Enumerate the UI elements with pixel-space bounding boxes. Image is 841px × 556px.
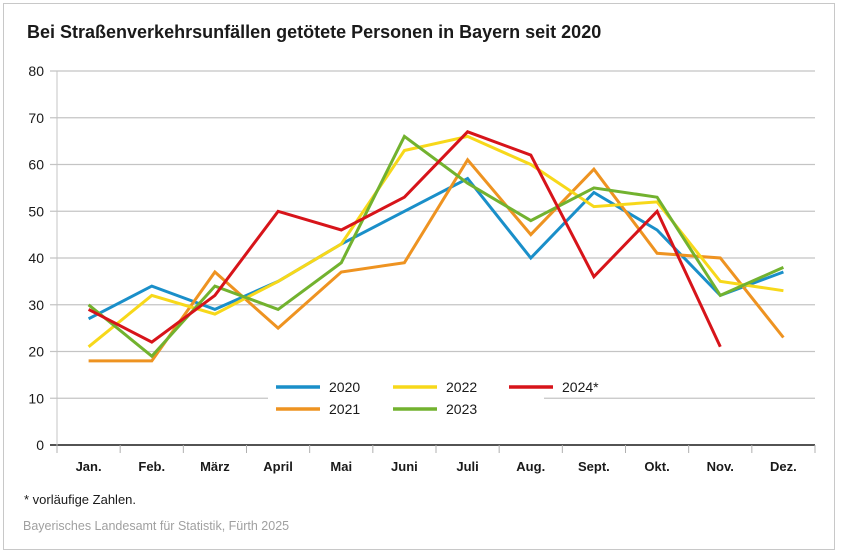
legend-background [268, 372, 544, 428]
series-lines [87, 130, 785, 363]
x-tick-label: März [200, 459, 230, 474]
x-tick-label: Juli [456, 459, 478, 474]
x-axis: Jan. Feb. März April Mai Juni Juli Aug. Sept. Okt… [50, 71, 816, 474]
x-tick-label: Mai [330, 459, 352, 474]
y-axis-ticks: 0 10 20 30 40 50 60 70 80 [28, 63, 44, 453]
y-tick-label: 50 [28, 203, 44, 219]
footnote: * vorläufige Zahlen. [24, 492, 137, 507]
chart-title: Bei Straßenverkehrsunfällen getötete Per… [27, 22, 602, 42]
legend-label: 2021 [329, 401, 360, 417]
y-tick-label: 10 [28, 390, 44, 406]
legend-label: 2022 [446, 379, 477, 395]
x-tick-label: Nov. [707, 459, 734, 474]
y-tick-label: 0 [36, 437, 44, 453]
x-tick-label: Sept. [578, 459, 610, 474]
y-tick-label: 20 [28, 344, 44, 360]
legend: 2020 2022 2024* 2021 2023 [276, 379, 599, 417]
legend-label: 2023 [446, 401, 477, 417]
y-tick-label: 70 [28, 110, 44, 126]
x-tick-label: Jan. [76, 459, 102, 474]
legend-box [268, 372, 544, 428]
legend-label: 2024* [562, 379, 599, 395]
x-tick-label: Aug. [516, 459, 545, 474]
series-line-2022 [87, 134, 784, 348]
series-line-2021 [88, 157, 785, 363]
x-tick-label: Okt. [644, 459, 669, 474]
legend-label: 2020 [329, 379, 360, 395]
y-tick-label: 60 [28, 157, 44, 173]
y-tick-label: 40 [28, 250, 44, 266]
gridlines [50, 70, 815, 399]
y-tick-label: 30 [28, 297, 44, 313]
x-tick-label: Juni [391, 459, 418, 474]
series-line-2020 [87, 176, 784, 321]
series-line-2024 [87, 130, 722, 348]
source-note: Bayerisches Landesamt für Statistik, Für… [23, 519, 290, 533]
y-tick-label: 80 [28, 63, 44, 79]
chart-frame [3, 3, 835, 550]
x-tick-label: April [263, 459, 293, 474]
x-tick-label: Dez. [770, 459, 797, 474]
series-line-2023 [87, 134, 785, 359]
x-tick-label: Feb. [138, 459, 165, 474]
